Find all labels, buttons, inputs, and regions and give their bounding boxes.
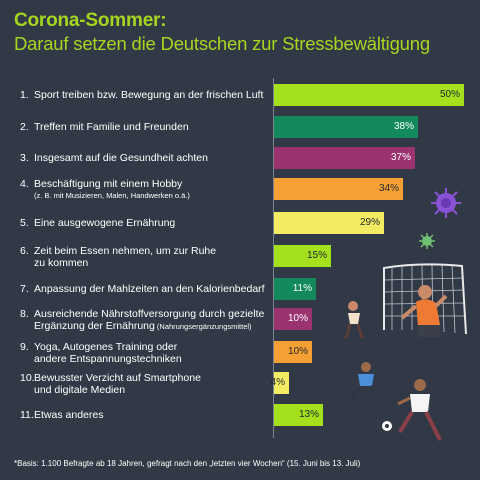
footnote: *Basis: 1.100 Befragte ab 18 Jahren, gef… [14, 459, 361, 468]
bar: 10% [274, 308, 312, 330]
virus-icon [431, 188, 461, 218]
category-text: andere Entspannungstechniken [34, 353, 182, 365]
man-kicking-figure [397, 379, 442, 441]
category-number: 5. [20, 217, 29, 229]
category-label: 2. Treffen mit Familie und Freunden [20, 121, 280, 133]
bar-value-label: 50% [439, 89, 460, 100]
bar: 4% [270, 372, 289, 394]
bar-value-label: 15% [306, 250, 327, 261]
chart-subtitle: Darauf setzen die Deutschen zur Stressbe… [14, 33, 430, 54]
category-number: 2. [20, 121, 29, 133]
category-text: zu kommen [34, 257, 89, 269]
chart-title: Corona-Sommer: [14, 10, 167, 31]
bar-value-label: 37% [390, 152, 411, 163]
bar-value-label: 10% [287, 313, 308, 324]
category-text: Ergänzung der Ernährung (Nahrungsergänzu… [34, 320, 252, 332]
category-number: 4. [20, 178, 29, 190]
bar: 13% [274, 404, 323, 426]
bar-value-label: 11% [292, 283, 312, 294]
category-number: 11. [20, 409, 34, 421]
category-text: Treffen mit Familie und Freunden [34, 121, 189, 133]
category-number: 3. [20, 152, 29, 164]
category-text: Etwas anderes [34, 409, 104, 421]
bar-value-label: 10% [287, 346, 308, 357]
goalkeeper-figure [400, 285, 448, 337]
category-number: 7. [20, 283, 29, 295]
category-number: 9. [20, 341, 29, 353]
bar: 38% [274, 116, 418, 138]
category-label: 11.Etwas anderes [20, 409, 280, 421]
category-text: und digitale Medien [34, 384, 126, 396]
axis-line [273, 78, 274, 438]
category-label: 8. Ausreichende Nährstoffversorgung durch… [20, 308, 280, 333]
category-note: (Nahrungsergänzungsmittel) [154, 322, 252, 331]
category-text: Anpassung der Mahlzeiten an den Kalorien… [34, 283, 265, 295]
category-number: 10. [20, 372, 35, 384]
bar-value-label: 4% [270, 377, 285, 388]
category-label: 5. Eine ausgewogene Ernährung [20, 217, 280, 229]
category-label: 7. Anpassung der Mahlzeiten an den Kalori… [20, 283, 280, 295]
bar: 15% [274, 245, 331, 267]
category-text: Bewusster Verzicht auf Smartphone [34, 372, 201, 384]
category-number: 1. [20, 89, 29, 101]
bar: 10% [274, 341, 312, 363]
bar-value-label: 38% [393, 121, 414, 132]
category-label: 6. Zeit beim Essen nehmen, um zur Ruhe zu … [20, 245, 280, 269]
bar: 29% [274, 212, 384, 234]
soccer-goal-icon [383, 263, 467, 335]
category-label: 10.Bewusster Verzicht auf Smartphone und … [20, 372, 280, 396]
category-text: Sport treiben bzw. Bewegung an der frisc… [34, 89, 264, 101]
bar: 50% [274, 84, 464, 106]
soccer-ball-icon [382, 421, 392, 431]
category-label: 3. Insgesamt auf die Gesundheit achten [20, 152, 280, 164]
category-label: 4. Beschäftigung mit einem Hobby (z. B. mi… [20, 178, 280, 202]
category-text: Eine ausgewogene Ernährung [34, 217, 176, 229]
category-number: 8. [20, 308, 29, 320]
category-text: Insgesamt auf die Gesundheit achten [34, 152, 208, 164]
category-text: Ausreichende Nährstoffversorgung durch g… [34, 308, 265, 320]
bar-value-label: 34% [378, 183, 399, 194]
bar-value-label: 29% [359, 217, 380, 228]
category-number: 6. [20, 245, 29, 257]
category-note: (z. B. mit Musizieren, Malen, Handwerken… [34, 191, 190, 200]
bar: 34% [274, 178, 403, 200]
bar: 37% [274, 147, 415, 169]
category-text: Zeit beim Essen nehmen, um zur Ruhe [34, 245, 217, 257]
boy-runner-figure [350, 362, 380, 401]
category-label: 1. Sport treiben bzw. Bewegung an der fri… [20, 89, 280, 101]
child-figure [344, 301, 364, 339]
virus-small-icon [419, 233, 435, 249]
category-text: Beschäftigung mit einem Hobby [34, 178, 183, 190]
header: Corona-Sommer: Darauf setzen die Deutsch… [14, 10, 474, 55]
category-text: Yoga, Autogenes Training oder [34, 341, 178, 353]
category-label: 9. Yoga, Autogenes Training oder andere En… [20, 341, 280, 365]
bar: 11% [274, 278, 316, 300]
bar-value-label: 13% [298, 409, 319, 420]
